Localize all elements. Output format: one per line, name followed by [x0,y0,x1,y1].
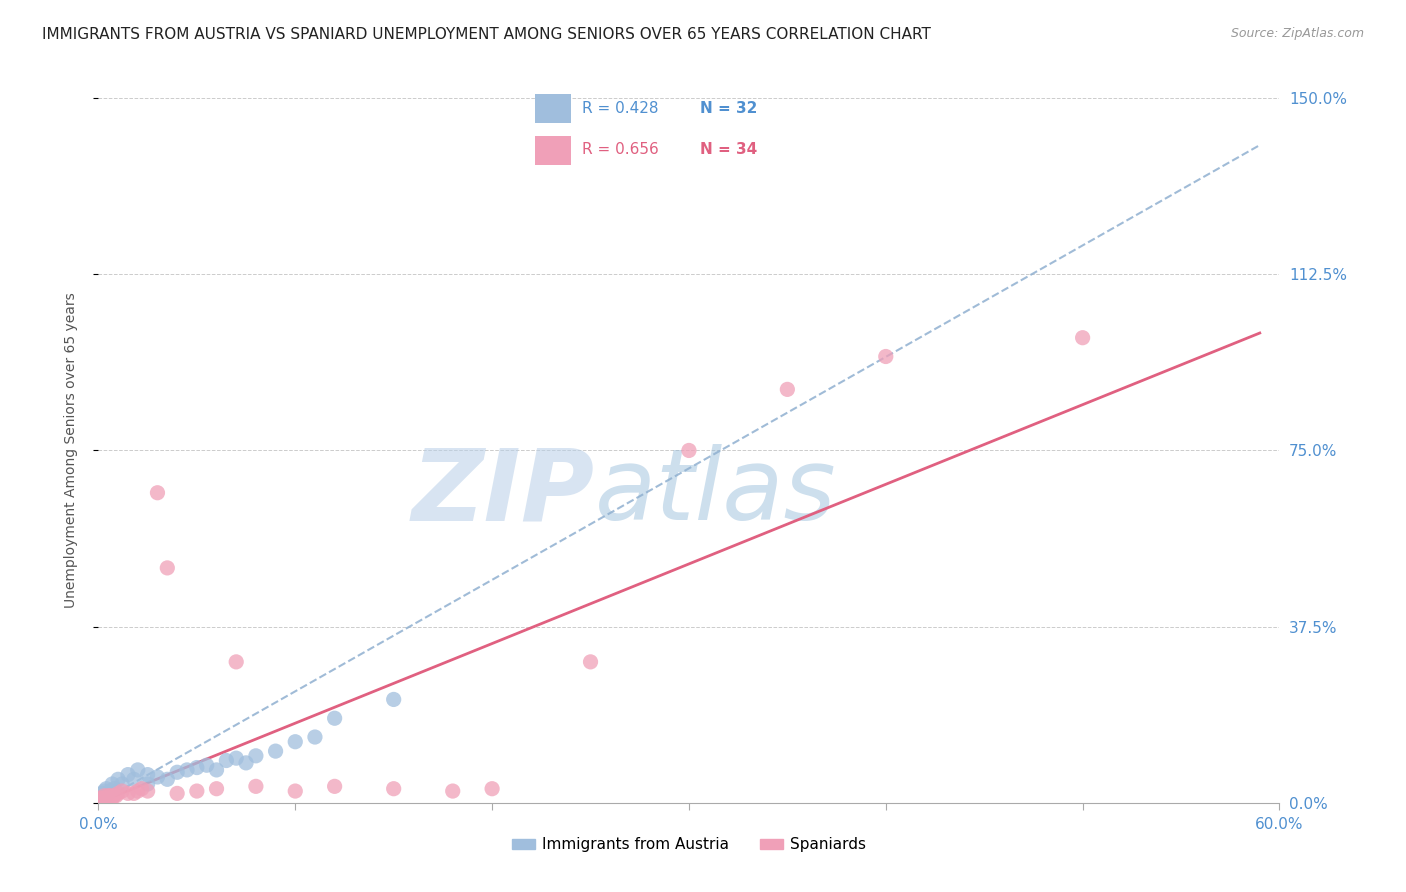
Point [97,789,120,803]
Point [875,350,897,364]
Point [146,770,169,784]
Legend: Immigrants from Austria, Spaniards: Immigrants from Austria, Spaniards [506,831,872,859]
Point [156,772,179,787]
Point [579,655,602,669]
Text: Source: ZipAtlas.com: Source: ZipAtlas.com [1230,27,1364,40]
Point [136,777,159,791]
Point [186,784,208,798]
Point [117,786,139,800]
Point [235,756,257,770]
Text: N = 32: N = 32 [700,102,758,116]
Text: ZIP: ZIP [412,444,595,541]
Point [284,784,307,798]
Text: R = 0.428: R = 0.428 [582,102,658,116]
Point [481,781,503,796]
Point [245,780,267,794]
Point [117,767,139,781]
Point [225,751,247,765]
Point [103,781,125,796]
Text: IMMIGRANTS FROM AUSTRIA VS SPANIARD UNEMPLOYMENT AMONG SENIORS OVER 65 YEARS COR: IMMIGRANTS FROM AUSTRIA VS SPANIARD UNEM… [42,27,931,42]
Point [205,781,228,796]
Point [1071,331,1094,345]
Point [245,748,267,763]
Point [93,789,115,803]
Point [131,781,153,796]
Point [91,791,114,805]
Point [146,485,169,500]
Point [166,786,188,800]
Point [93,791,115,805]
Point [382,692,405,706]
Point [93,791,115,805]
Point [98,789,121,803]
Point [205,763,228,777]
Point [89,791,111,805]
Point [107,786,129,800]
Point [93,784,115,798]
Point [122,772,145,787]
Text: R = 0.656: R = 0.656 [582,143,659,157]
Point [304,730,326,744]
Text: N = 34: N = 34 [700,143,758,157]
Point [105,789,128,803]
Point [186,760,208,774]
Point [166,765,188,780]
Point [176,763,198,777]
Point [111,777,134,791]
Point [323,780,346,794]
Point [441,784,464,798]
Point [107,772,129,787]
Point [103,789,125,803]
Point [776,383,799,397]
FancyBboxPatch shape [536,94,571,123]
Point [382,781,405,796]
Point [101,777,124,791]
Point [98,784,121,798]
Point [122,786,145,800]
Point [89,791,111,805]
Point [323,711,346,725]
Point [225,655,247,669]
Point [127,763,149,777]
Point [136,784,159,798]
Point [127,784,149,798]
Point [111,784,134,798]
Point [195,758,218,772]
Point [101,791,124,805]
FancyBboxPatch shape [536,136,571,165]
Point [264,744,287,758]
Point [678,443,700,458]
Point [156,561,179,575]
Y-axis label: Unemployment Among Seniors over 65 years: Unemployment Among Seniors over 65 years [63,293,77,608]
Point [96,781,118,796]
Point [97,786,120,800]
Point [136,767,159,781]
Text: atlas: atlas [595,444,837,541]
Point [284,735,307,749]
Point [91,786,114,800]
Point [215,754,238,768]
Point [96,791,118,805]
